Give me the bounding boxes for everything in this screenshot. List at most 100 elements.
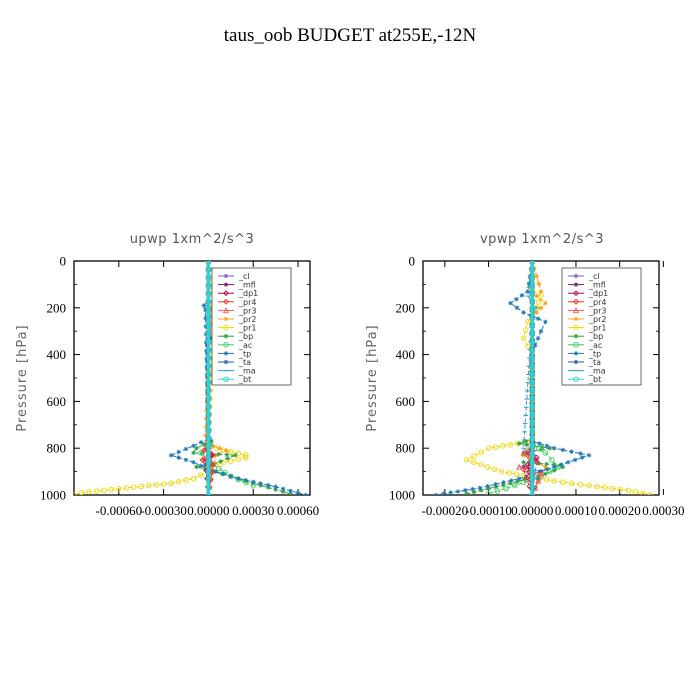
data-point bbox=[529, 411, 536, 418]
legend-label: _pr3 bbox=[588, 306, 606, 315]
legend-label: _bp bbox=[238, 332, 253, 341]
series-bt bbox=[205, 261, 212, 495]
data-point bbox=[228, 458, 234, 464]
data-point bbox=[537, 441, 542, 446]
data-point bbox=[500, 482, 506, 488]
data-point bbox=[547, 445, 553, 451]
data-point bbox=[216, 451, 221, 457]
data-point bbox=[516, 476, 522, 481]
data-point bbox=[529, 363, 536, 369]
data-point bbox=[536, 445, 542, 451]
data-point bbox=[198, 450, 204, 456]
legend-item: _pr1 bbox=[568, 324, 606, 333]
data-point bbox=[516, 441, 522, 446]
data-point bbox=[175, 478, 182, 485]
data-point bbox=[228, 448, 234, 455]
data-point bbox=[532, 342, 538, 348]
data-point bbox=[471, 453, 477, 459]
y-axis-label-upwp: Pressure [hPa] bbox=[15, 324, 30, 431]
data-point bbox=[205, 266, 212, 272]
data-point bbox=[500, 443, 506, 449]
data-point bbox=[485, 491, 492, 495]
legend-label: _pr2 bbox=[238, 315, 256, 324]
legend-item: _pr2 bbox=[218, 315, 256, 324]
data-point bbox=[485, 445, 492, 451]
legend-label: _dp1 bbox=[588, 289, 608, 298]
data-point bbox=[205, 459, 212, 466]
data-point bbox=[183, 446, 189, 452]
data-point bbox=[498, 468, 505, 475]
data-point bbox=[213, 469, 219, 474]
data-point bbox=[536, 461, 542, 466]
data-point bbox=[101, 487, 107, 494]
x-tick-label: 0.00010 bbox=[555, 503, 597, 518]
data-point bbox=[525, 289, 531, 294]
legend-marker bbox=[573, 316, 579, 322]
data-point bbox=[520, 479, 527, 486]
data-point bbox=[640, 490, 646, 495]
data-point bbox=[534, 310, 539, 315]
y-tick-label: 800 bbox=[396, 441, 416, 456]
legend-label: _ma bbox=[588, 367, 606, 376]
data-point bbox=[549, 457, 555, 463]
data-point bbox=[205, 298, 212, 305]
data-point bbox=[551, 468, 557, 473]
data-point bbox=[93, 488, 100, 494]
data-point bbox=[515, 479, 520, 484]
data-point bbox=[560, 464, 566, 470]
legend-box bbox=[211, 267, 292, 386]
data-point bbox=[560, 447, 566, 453]
legend-label: _cl bbox=[588, 272, 600, 281]
data-point bbox=[529, 484, 536, 490]
data-point bbox=[153, 482, 159, 488]
data-point bbox=[569, 449, 574, 455]
data-point bbox=[538, 289, 544, 294]
data-point bbox=[225, 456, 231, 461]
data-point bbox=[486, 486, 491, 491]
data-point bbox=[205, 419, 212, 426]
legend-marker bbox=[573, 333, 579, 339]
data-point bbox=[538, 305, 544, 311]
data-point bbox=[462, 488, 468, 493]
y-tick-label: 200 bbox=[47, 300, 67, 315]
data-point bbox=[183, 457, 189, 463]
series-line bbox=[204, 261, 212, 495]
legend-label: _bp bbox=[588, 332, 603, 341]
x-tick-label: -0.00060 bbox=[96, 503, 143, 518]
data-point bbox=[529, 419, 536, 426]
legend-item: _bp bbox=[218, 332, 253, 341]
data-point bbox=[507, 441, 514, 448]
data-point bbox=[235, 456, 242, 463]
data-point bbox=[508, 300, 513, 306]
data-point bbox=[513, 471, 520, 478]
data-point bbox=[224, 452, 230, 458]
data-point bbox=[539, 444, 545, 450]
y-tick-label: 1000 bbox=[389, 488, 415, 503]
data-point bbox=[235, 450, 242, 457]
data-point bbox=[535, 477, 542, 484]
data-point bbox=[203, 433, 208, 438]
data-point bbox=[209, 438, 214, 444]
data-point bbox=[258, 481, 264, 486]
data-point bbox=[243, 477, 249, 483]
data-point bbox=[529, 330, 536, 337]
legend-label: _pr1 bbox=[588, 324, 606, 333]
data-point bbox=[205, 330, 212, 337]
legend-item: _ac bbox=[218, 341, 252, 350]
data-point bbox=[205, 338, 212, 345]
data-point bbox=[521, 450, 526, 456]
data-point bbox=[529, 322, 536, 329]
data-point bbox=[205, 395, 212, 401]
data-point bbox=[116, 486, 122, 492]
data-point bbox=[523, 474, 530, 481]
legend-marker bbox=[573, 359, 579, 365]
axes-vpwp: 0 200 400 600 800 1000 -0.00020-0.00010 0.00000… bbox=[389, 254, 684, 519]
data-point bbox=[243, 452, 249, 458]
data-point bbox=[529, 266, 536, 272]
data-point bbox=[243, 454, 249, 461]
data-point bbox=[183, 477, 189, 483]
data-point bbox=[205, 451, 212, 458]
data-point bbox=[625, 487, 632, 494]
data-point bbox=[508, 481, 513, 486]
legend-label: _pr1 bbox=[238, 324, 256, 333]
